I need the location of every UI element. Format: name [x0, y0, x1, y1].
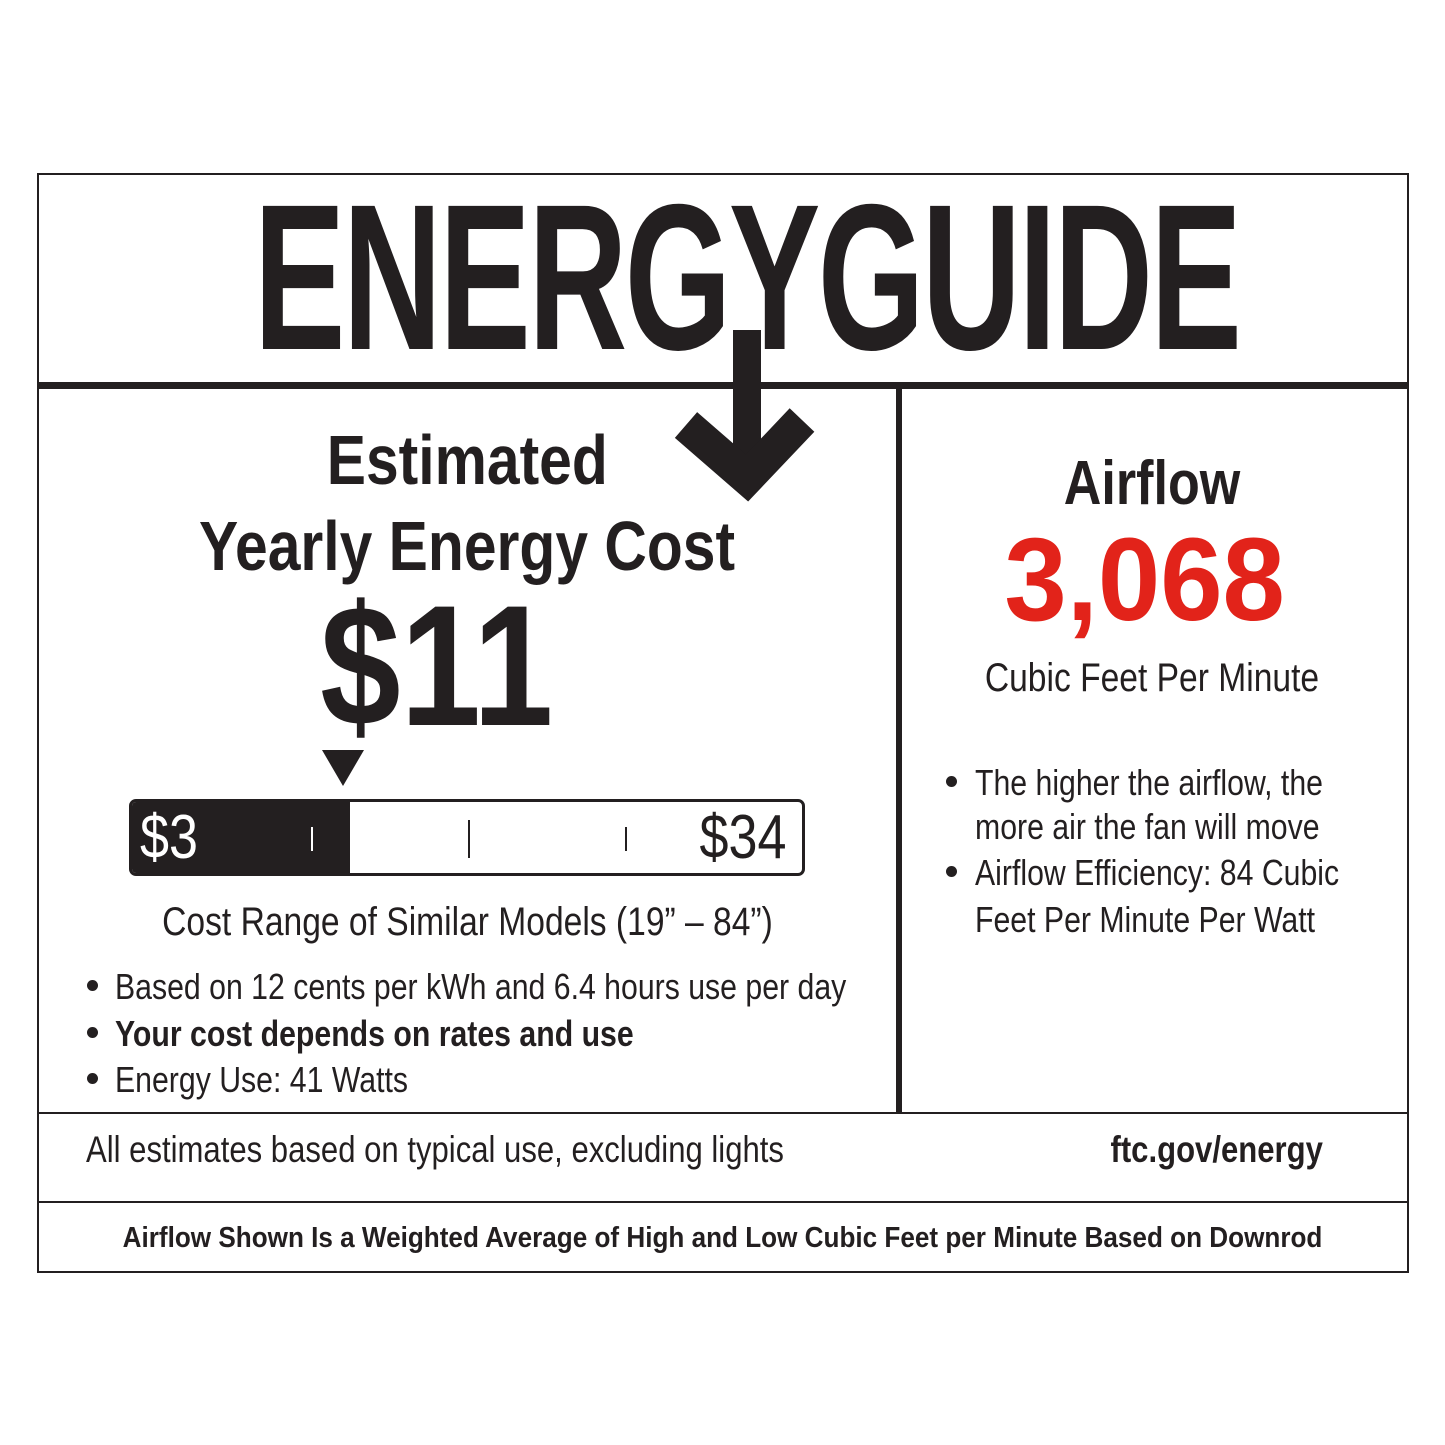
- bullet-icon: [87, 1073, 98, 1084]
- cost-heading-line2: Yearly Energy Cost: [198, 507, 735, 585]
- airflow-bullet-line: more air the fan will move: [975, 806, 1320, 847]
- cost-range-fill: [132, 802, 350, 873]
- airflow-bullet-line: Airflow Efficiency: 84 Cubic: [975, 852, 1340, 893]
- airflow-value: 3,068: [1004, 514, 1286, 646]
- airflow-disclaimer: Airflow Shown Is a Weighted Average of H…: [122, 1222, 1323, 1254]
- footer-divider: [37, 1112, 1409, 1114]
- range-min-label: $3: [140, 803, 198, 872]
- range-max-label: $34: [699, 803, 786, 872]
- bullet-icon: [87, 980, 98, 991]
- airflow-heading: Airflow: [1063, 449, 1241, 518]
- cost-range-bar: $3 $34: [129, 799, 805, 876]
- cost-bullet: Energy Use: 41 Watts: [115, 1059, 409, 1100]
- cost-heading-line1: Estimated: [326, 421, 608, 499]
- estimates-note: All estimates based on typical use, excl…: [86, 1129, 784, 1170]
- yearly-cost-value: $11: [320, 570, 554, 762]
- bullet-icon: [946, 866, 957, 877]
- disclaimer-box: [37, 1201, 1409, 1273]
- tick: [625, 827, 627, 851]
- airflow-bullet-line: The higher the airflow, the: [975, 762, 1323, 803]
- header-divider: [37, 382, 1409, 389]
- cost-range-caption: Cost Range of Similar Models (19” – 84”): [161, 900, 773, 944]
- bullet-icon: [87, 1027, 98, 1038]
- tick: [468, 820, 470, 858]
- cost-bullet: Your cost depends on rates and use: [115, 1013, 634, 1054]
- ftc-link[interactable]: ftc.gov/energy: [1110, 1129, 1323, 1170]
- airflow-bullet-line: Feet Per Minute Per Watt: [975, 899, 1316, 940]
- cost-marker-triangle-icon: [322, 750, 364, 786]
- airflow-unit: Cubic Feet Per Minute: [984, 656, 1320, 700]
- down-arrow-icon: [674, 330, 815, 502]
- tick: [311, 827, 313, 851]
- cost-bullet: Based on 12 cents per kWh and 6.4 hours …: [115, 966, 847, 1007]
- column-divider: [896, 389, 902, 1114]
- bullet-icon: [946, 776, 957, 787]
